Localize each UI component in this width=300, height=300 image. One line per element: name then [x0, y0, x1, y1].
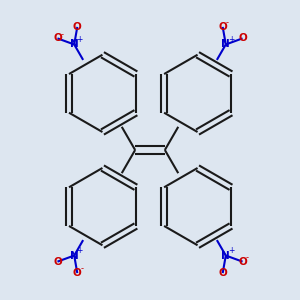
- Text: O: O: [238, 256, 247, 267]
- Text: -: -: [61, 30, 64, 39]
- Text: N: N: [221, 40, 230, 50]
- Text: O: O: [218, 22, 227, 32]
- Text: -: -: [226, 18, 229, 27]
- Text: O: O: [238, 33, 247, 43]
- Text: +: +: [77, 246, 83, 255]
- Text: +: +: [77, 35, 83, 44]
- Text: O: O: [73, 268, 82, 278]
- Text: O: O: [53, 256, 62, 267]
- Text: +: +: [228, 35, 235, 44]
- Text: -: -: [246, 253, 249, 262]
- Text: O: O: [73, 22, 82, 32]
- Text: +: +: [228, 246, 235, 255]
- Text: O: O: [53, 33, 62, 43]
- Text: N: N: [221, 250, 230, 260]
- Text: N: N: [70, 250, 79, 260]
- Text: -: -: [81, 264, 84, 273]
- Text: O: O: [218, 268, 227, 278]
- Text: N: N: [70, 40, 79, 50]
